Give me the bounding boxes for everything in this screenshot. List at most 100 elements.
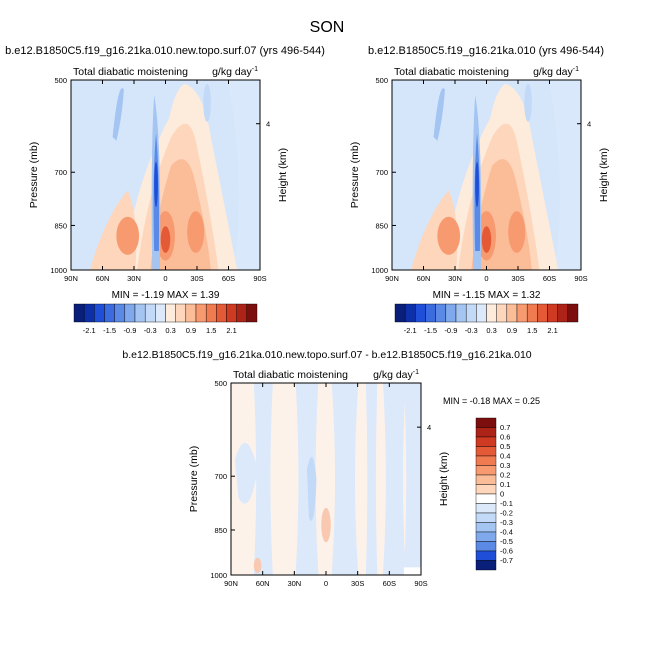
cool-contour	[524, 83, 532, 122]
x-tick-label: 0	[484, 274, 488, 283]
colorbar-cell	[475, 436, 497, 447]
panel-title: b.e12.B1850C5.f19_g16.21ka.010.new.topo.…	[122, 349, 531, 361]
x-tick-label: 30S	[351, 579, 364, 588]
y-tick-label: 500	[214, 379, 227, 388]
colorbar-cell	[394, 303, 406, 323]
cool-contour	[234, 442, 258, 504]
cool-contour	[403, 383, 421, 575]
x-tick-label: 30N	[127, 274, 141, 283]
height-tick-label: 4	[427, 423, 431, 432]
y-tick-label: 500	[54, 76, 67, 85]
colorbar-cell	[516, 303, 528, 323]
colorbar-cell	[475, 446, 497, 457]
units-exponent: -1	[252, 66, 258, 73]
colorbar-label: -0.9	[444, 326, 457, 335]
x-tick-label: 30N	[287, 579, 301, 588]
cool-contour	[295, 383, 319, 575]
y-tick-label: 850	[214, 526, 227, 535]
cool-contour	[331, 383, 359, 575]
y-tick-label: 1000	[50, 266, 67, 275]
warm-contour	[116, 216, 140, 255]
panel-subtitle-left: Total diabatic moistening	[394, 66, 509, 78]
height-tick-label: 4	[266, 120, 270, 129]
colorbar-cell	[547, 303, 558, 323]
field-region	[227, 80, 260, 270]
x-tick-label: 0	[163, 274, 167, 283]
colorbar-cell	[246, 303, 258, 323]
height-tick-label: 4	[587, 120, 591, 129]
y-tick-label: 500	[375, 76, 388, 85]
warm-contour	[481, 226, 492, 253]
cool-contour	[112, 88, 124, 141]
colorbar-cell	[475, 512, 497, 523]
cool-contour	[383, 383, 406, 575]
cool-contour	[253, 383, 273, 575]
colorbar-label: 0.6	[500, 433, 510, 442]
x-tick-label: 90S	[253, 274, 266, 283]
colorbar-label: -0.9	[123, 326, 136, 335]
colorbar-cell	[475, 427, 497, 438]
colorbar-cell	[475, 484, 497, 495]
x-tick-label: 60S	[383, 579, 396, 588]
panel-title: b.e12.B1850C5.f19_g16.21ka.010.new.topo.…	[5, 45, 325, 57]
colorbar-cell	[475, 560, 497, 571]
colorbar-label: 0.2	[500, 471, 510, 480]
colorbar-label: -2.1	[404, 326, 417, 335]
colorbar-label: 0.5	[500, 442, 510, 451]
colorbar-cell	[475, 474, 497, 485]
contour-field	[71, 80, 260, 270]
colorbar-label: 0.1	[500, 480, 510, 489]
colorbar-label: -0.3	[465, 326, 478, 335]
colorbar-label: -0.5	[500, 537, 513, 546]
colorbar-label: 0.3	[486, 326, 496, 335]
colorbar-cell	[475, 465, 497, 476]
colorbar-label: -0.7	[500, 556, 513, 565]
x-tick-label: 30N	[448, 274, 462, 283]
colorbar-cell	[185, 303, 197, 323]
colorbar-cell	[475, 455, 497, 466]
height-axis-label: Height (km)	[438, 452, 450, 506]
y-tick-label: 850	[54, 221, 67, 230]
stats-text: MIN = -1.19 MAX = 1.39	[112, 290, 220, 301]
warm-contour	[437, 216, 461, 255]
units-exponent: -1	[573, 66, 579, 73]
colorbar-cell	[94, 303, 105, 323]
colorbar-cell	[506, 303, 518, 323]
x-tick-label: 30S	[511, 274, 524, 283]
colorbar-label: 0.9	[186, 326, 196, 335]
panel-units: g/kg day-1	[373, 369, 419, 381]
colorbar-label: 2.1	[547, 326, 557, 335]
panel-units: g/kg day-1	[212, 66, 258, 78]
colorbar-cell	[114, 303, 126, 323]
x-tick-label: 90N	[224, 579, 238, 588]
x-tick-label: 90S	[414, 579, 427, 588]
colorbar-cell	[476, 303, 487, 323]
colorbar-cell	[475, 522, 497, 533]
x-tick-label: 0	[324, 579, 328, 588]
colorbar-label: -0.1	[500, 499, 513, 508]
warm-contour	[321, 507, 331, 543]
panel-subtitle-left: Total diabatic moistening	[73, 66, 188, 78]
stats-text: MIN = -0.18 MAX = 0.25	[443, 396, 540, 406]
colorbar-cell	[475, 493, 497, 504]
colorbar-cell	[475, 503, 497, 514]
x-tick-label: 60N	[417, 274, 431, 283]
colorbar-cell	[465, 303, 477, 323]
panel-top-right: b.e12.B1850C5.f19_g16.21ka.010 (yrs 496-…	[349, 45, 610, 335]
units-label: g/kg day	[533, 66, 573, 78]
colorbar-cell	[144, 303, 156, 323]
y-tick-label: 700	[54, 168, 67, 177]
colorbar-label: -0.3	[144, 326, 157, 335]
colorbar-cell	[195, 303, 207, 323]
x-tick-label: 60N	[96, 274, 110, 283]
colorbar-cell	[226, 303, 237, 323]
warm-contour	[508, 211, 526, 253]
stats-text: MIN = -1.15 MAX = 1.32	[433, 290, 541, 301]
contour-field	[231, 383, 421, 575]
cool-contour	[365, 383, 378, 575]
colorbar-label: 0.3	[500, 461, 510, 470]
x-tick-label: 60N	[256, 579, 270, 588]
x-tick-label: 90N	[64, 274, 78, 283]
colorbar-label: 0.3	[165, 326, 175, 335]
